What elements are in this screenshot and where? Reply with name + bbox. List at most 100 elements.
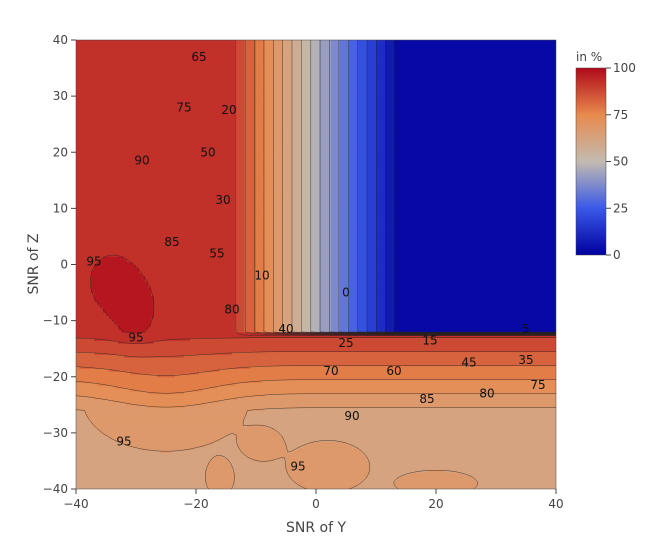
contour-cell: [85, 82, 89, 86]
contour-cell: [130, 216, 134, 221]
contour-cell: [133, 309, 137, 313]
contour-cell: [76, 309, 80, 313]
contour-cell: [82, 281, 86, 285]
contour-cell: [91, 331, 95, 336]
contour-cell: [136, 188, 140, 193]
contour-cell: [82, 228, 86, 232]
contour-cell: [142, 427, 146, 431]
contour-cell: [76, 303, 80, 308]
contour-cell: [115, 393, 119, 397]
contour-cell: [103, 143, 107, 148]
contour-cell: [85, 107, 89, 111]
contour-cell: [91, 261, 95, 266]
contour-cell: [97, 340, 101, 344]
contour-cell: [94, 315, 98, 319]
contour-cell: [139, 382, 143, 386]
contour-cell: [82, 169, 86, 173]
contour-cell: [103, 264, 107, 268]
contour-cell: [112, 242, 116, 246]
contour-cell: [79, 230, 83, 235]
contour-cell: [88, 138, 92, 142]
contour-cell: [124, 84, 128, 89]
contour-cell: [94, 98, 98, 103]
contour-cell: [136, 407, 140, 412]
contour-cell: [103, 449, 107, 454]
contour-cell: [100, 270, 104, 274]
contour-cell: [100, 160, 104, 165]
contour-cell: [109, 96, 113, 100]
contour-cell: [76, 455, 80, 459]
contour-cell: [91, 236, 95, 240]
contour-cell: [109, 98, 113, 103]
contour-cell: [142, 213, 146, 218]
contour-cell: [136, 413, 140, 417]
contour-cell: [112, 104, 116, 108]
contour-cell: [97, 469, 101, 473]
contour-cell: [76, 132, 80, 137]
contour-cell: [118, 329, 122, 333]
contour-cell: [106, 466, 110, 470]
contour-cell: [97, 323, 101, 327]
contour-cell: [133, 107, 137, 111]
contour-cell: [85, 444, 89, 448]
contour-cell: [97, 362, 101, 367]
contour-cell: [121, 180, 125, 184]
contour-cell: [139, 112, 143, 117]
contour-cell: [76, 289, 80, 294]
contour-cell: [97, 410, 101, 414]
contour-cell: [115, 295, 119, 299]
contour-cell: [100, 446, 104, 451]
contour-cell: [118, 393, 122, 397]
contour-cell: [133, 362, 137, 367]
contour-cell: [118, 396, 122, 400]
contour-cell: [133, 160, 137, 165]
contour-cell: [133, 239, 137, 243]
contour-cell: [133, 317, 137, 322]
contour-cell: [121, 404, 125, 409]
contour-cell: [118, 166, 122, 170]
contour-cell: [94, 449, 98, 454]
contour-cell: [88, 51, 92, 55]
contour-cell: [124, 270, 128, 274]
contour-cell: [106, 65, 110, 69]
contour-cell: [118, 76, 122, 80]
contour-cell: [106, 373, 110, 378]
contour-cell: [112, 345, 116, 350]
contour-cell: [118, 163, 122, 167]
contour-cell: [109, 76, 113, 80]
contour-cell: [109, 185, 113, 190]
contour-cell: [100, 410, 104, 414]
contour-cell: [124, 68, 128, 72]
contour-cell: [88, 126, 92, 131]
contour-cell: [79, 393, 83, 397]
contour-cell: [82, 261, 86, 266]
contour-cell: [142, 472, 146, 476]
contour-cell: [133, 233, 137, 238]
contour-cell: [91, 474, 95, 479]
contour-cell: [79, 483, 83, 487]
contour-cell: [97, 169, 101, 173]
contour-cell: [97, 402, 101, 406]
contour-cell: [127, 385, 131, 389]
contour-cell: [106, 51, 110, 55]
contour-cell: [79, 351, 83, 355]
contour-cell: [139, 244, 143, 249]
contour-cell: [79, 236, 83, 240]
contour-cell: [127, 191, 131, 195]
contour-cell: [106, 253, 110, 257]
contour-cell: [100, 404, 104, 409]
contour-cell: [79, 183, 83, 187]
contour-cell: [133, 84, 137, 89]
contour-cell: [139, 343, 143, 347]
contour-cell: [127, 275, 131, 280]
contour-cell: [139, 334, 143, 339]
contour-cell: [82, 399, 86, 403]
contour-cell: [118, 244, 122, 249]
contour-cell: [118, 357, 122, 361]
contour-cell: [106, 286, 110, 291]
contour-cell: [76, 54, 80, 58]
contour-cell: [85, 371, 89, 375]
contour-cell: [127, 376, 131, 381]
contour-cell: [79, 42, 83, 47]
contour-cell: [112, 438, 116, 442]
